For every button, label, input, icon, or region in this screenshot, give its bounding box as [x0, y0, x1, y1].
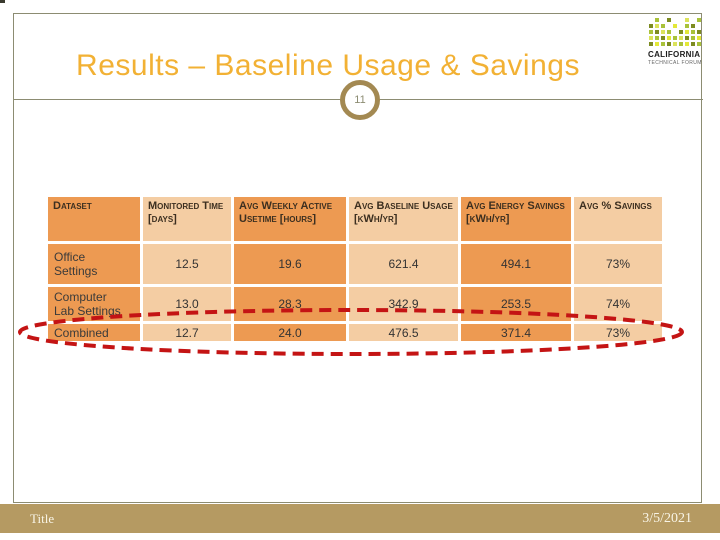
table-header-cell: Avg Weekly Active Usetime [hours] [234, 197, 346, 241]
table-cell: 73% [574, 324, 662, 341]
logo-dot [655, 24, 659, 28]
logo-dot [667, 18, 671, 22]
table-header-cell: Monitored Time [days] [143, 197, 231, 241]
california-technical-forum-logo: CALIFORNIA TECHNICAL FORUM [648, 18, 706, 66]
table-cell: 371.4 [461, 324, 571, 341]
table-cell: 24.0 [234, 324, 346, 341]
table-cell: 621.4 [349, 244, 458, 284]
table-cell: 342.9 [349, 287, 458, 321]
logo-dot-grid-icon [649, 18, 706, 46]
logo-dot [667, 30, 671, 34]
logo-dot [661, 42, 665, 46]
logo-dot [649, 18, 653, 22]
logo-dot [667, 42, 671, 46]
logo-dot [661, 30, 665, 34]
slide-title: Results – Baseline Usage & Savings [76, 49, 580, 82]
logo-dot [667, 24, 671, 28]
logo-dot [679, 36, 683, 40]
logo-dot [697, 42, 701, 46]
table-cell: 12.5 [143, 244, 231, 284]
logo-title: CALIFORNIA [648, 50, 701, 59]
table-cell: 12.7 [143, 324, 231, 341]
table-row-label: Combined [48, 324, 140, 341]
logo-dot [697, 18, 701, 22]
page-number-badge: 11 [340, 80, 380, 120]
logo-dot [685, 24, 689, 28]
logo-dot [679, 30, 683, 34]
logo-dot [697, 24, 701, 28]
table-header-cell: Avg Energy Savings [kWh/yr] [461, 197, 571, 241]
table-header-cell: Avg Baseline Usage [kWh/yr] [349, 197, 458, 241]
table-header-cell: Avg % Savings [574, 197, 662, 241]
logo-dot [697, 36, 701, 40]
table-cell: 74% [574, 287, 662, 321]
footer-date: 3/5/2021 [642, 510, 692, 526]
logo-dot [697, 30, 701, 34]
table-row-label: Office Settings [48, 244, 140, 284]
logo-dot [685, 18, 689, 22]
logo-dot [673, 42, 677, 46]
logo-dot [673, 36, 677, 40]
logo-dot [691, 18, 695, 22]
logo-dot [691, 24, 695, 28]
table-cell: 476.5 [349, 324, 458, 341]
table-row-label: Computer Lab Settings [48, 287, 140, 321]
logo-dot [673, 18, 677, 22]
logo-dot [655, 18, 659, 22]
results-table: Dataset Monitored Time [days] Avg Weekly A… [48, 197, 662, 341]
logo-dot [655, 30, 659, 34]
logo-dot [667, 36, 671, 40]
screen-edge-artifact [0, 0, 5, 3]
footer-title-placeholder: Title [30, 510, 55, 526]
table-header-cell: Dataset [48, 197, 140, 241]
logo-dot [679, 18, 683, 22]
logo-dot [673, 24, 677, 28]
table-cell: 28.3 [234, 287, 346, 321]
logo-dot [649, 30, 653, 34]
logo-subtitle: TECHNICAL FORUM [648, 60, 702, 66]
logo-dot [691, 42, 695, 46]
logo-dot [649, 42, 653, 46]
logo-dot [673, 30, 677, 34]
logo-dot [685, 42, 689, 46]
logo-dot [649, 36, 653, 40]
logo-dot [679, 24, 683, 28]
table-cell: 19.6 [234, 244, 346, 284]
slide-border-frame [13, 13, 702, 503]
page-number: 11 [354, 94, 366, 106]
table-cell: 73% [574, 244, 662, 284]
footer-bar: Title 3/5/2021 [0, 504, 720, 533]
logo-dot [661, 36, 665, 40]
logo-dot [685, 36, 689, 40]
logo-dot [661, 18, 665, 22]
table-cell: 13.0 [143, 287, 231, 321]
logo-dot [691, 36, 695, 40]
logo-dot [679, 42, 683, 46]
logo-dot [655, 36, 659, 40]
logo-dot [661, 24, 665, 28]
logo-dot [649, 24, 653, 28]
logo-dot [685, 30, 689, 34]
logo-dot [691, 30, 695, 34]
table-cell: 253.5 [461, 287, 571, 321]
table-cell: 494.1 [461, 244, 571, 284]
logo-dot [655, 42, 659, 46]
